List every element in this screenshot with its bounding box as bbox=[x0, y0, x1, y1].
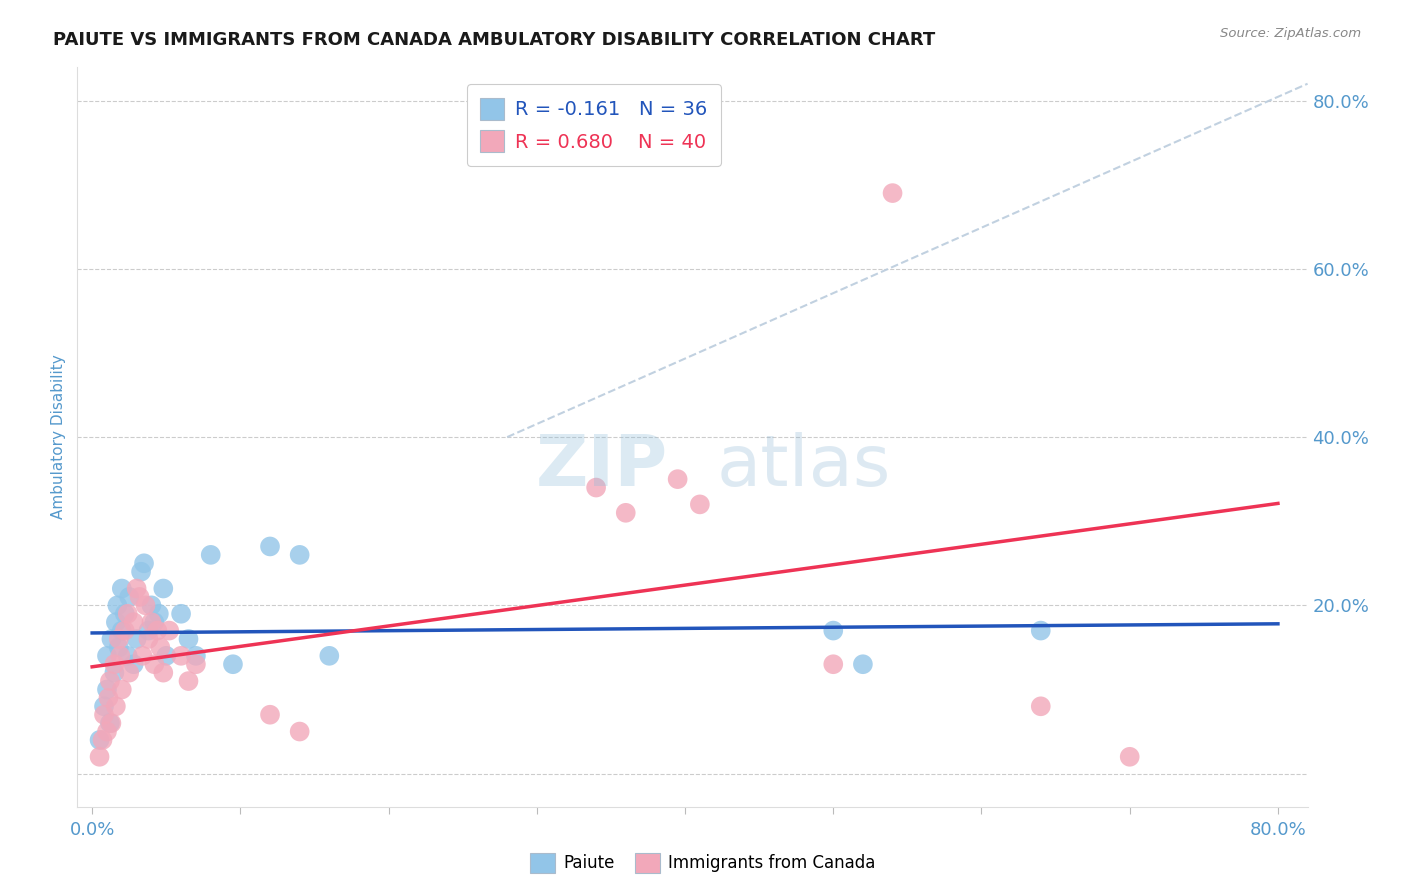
Point bbox=[318, 648, 340, 663]
Point bbox=[1118, 749, 1140, 764]
Point bbox=[118, 590, 141, 604]
Point bbox=[222, 657, 245, 672]
Point bbox=[100, 716, 122, 731]
Point bbox=[141, 615, 163, 630]
Point bbox=[146, 624, 169, 638]
Point bbox=[155, 648, 177, 663]
Text: PAIUTE VS IMMIGRANTS FROM CANADA AMBULATORY DISABILITY CORRELATION CHART: PAIUTE VS IMMIGRANTS FROM CANADA AMBULAT… bbox=[53, 31, 935, 49]
Point bbox=[91, 733, 114, 747]
Point bbox=[98, 674, 121, 689]
Point bbox=[125, 632, 148, 646]
Point bbox=[97, 690, 120, 705]
Point bbox=[157, 624, 180, 638]
Point bbox=[103, 665, 125, 680]
Point bbox=[111, 582, 134, 596]
Point bbox=[184, 657, 207, 672]
Point bbox=[103, 657, 125, 672]
Point bbox=[170, 607, 193, 621]
Point bbox=[118, 665, 141, 680]
Point bbox=[89, 749, 111, 764]
Point bbox=[585, 481, 607, 495]
Point bbox=[114, 607, 136, 621]
Point bbox=[104, 699, 127, 714]
Text: ZIP: ZIP bbox=[536, 433, 668, 501]
Point bbox=[129, 565, 152, 579]
Point bbox=[200, 548, 222, 562]
Text: atlas: atlas bbox=[717, 433, 891, 501]
Point bbox=[134, 599, 156, 613]
Legend: R = -0.161   N = 36, R = 0.680    N = 40: R = -0.161 N = 36, R = 0.680 N = 40 bbox=[467, 84, 721, 166]
Point bbox=[882, 186, 904, 200]
Point bbox=[110, 648, 132, 663]
Y-axis label: Ambulatory Disability: Ambulatory Disability bbox=[51, 355, 66, 519]
Point bbox=[689, 497, 711, 511]
Point bbox=[148, 607, 170, 621]
Point bbox=[100, 632, 122, 646]
Point bbox=[149, 640, 172, 655]
Point bbox=[114, 624, 136, 638]
Point bbox=[104, 615, 127, 630]
Point bbox=[152, 582, 174, 596]
Point bbox=[105, 599, 128, 613]
Point bbox=[259, 540, 281, 554]
Point bbox=[89, 733, 111, 747]
Point bbox=[96, 648, 118, 663]
Point bbox=[143, 615, 166, 630]
Point bbox=[108, 640, 131, 655]
Point bbox=[108, 632, 131, 646]
Point bbox=[111, 682, 134, 697]
Point bbox=[128, 590, 150, 604]
Point bbox=[132, 556, 155, 570]
Point bbox=[288, 548, 311, 562]
Point bbox=[614, 506, 637, 520]
Point bbox=[288, 724, 311, 739]
Point bbox=[117, 648, 139, 663]
Point bbox=[125, 582, 148, 596]
Point bbox=[141, 599, 163, 613]
Point bbox=[259, 707, 281, 722]
Point bbox=[1029, 624, 1052, 638]
Point bbox=[152, 665, 174, 680]
Legend: Paiute, Immigrants from Canada: Paiute, Immigrants from Canada bbox=[523, 847, 883, 880]
Point bbox=[122, 657, 145, 672]
Point bbox=[852, 657, 875, 672]
Point bbox=[1029, 699, 1052, 714]
Point bbox=[823, 624, 845, 638]
Point bbox=[170, 648, 193, 663]
Point bbox=[177, 674, 200, 689]
Point bbox=[177, 632, 200, 646]
Point bbox=[111, 624, 134, 638]
Point bbox=[98, 716, 121, 731]
Point bbox=[138, 632, 160, 646]
Point bbox=[117, 607, 139, 621]
Point bbox=[93, 699, 115, 714]
Point bbox=[823, 657, 845, 672]
Point bbox=[131, 648, 153, 663]
Point bbox=[93, 707, 115, 722]
Text: Source: ZipAtlas.com: Source: ZipAtlas.com bbox=[1220, 27, 1361, 40]
Point bbox=[122, 615, 145, 630]
Point bbox=[184, 648, 207, 663]
Point bbox=[96, 724, 118, 739]
Point bbox=[138, 624, 160, 638]
Point bbox=[143, 657, 166, 672]
Point bbox=[96, 682, 118, 697]
Point bbox=[666, 472, 689, 486]
